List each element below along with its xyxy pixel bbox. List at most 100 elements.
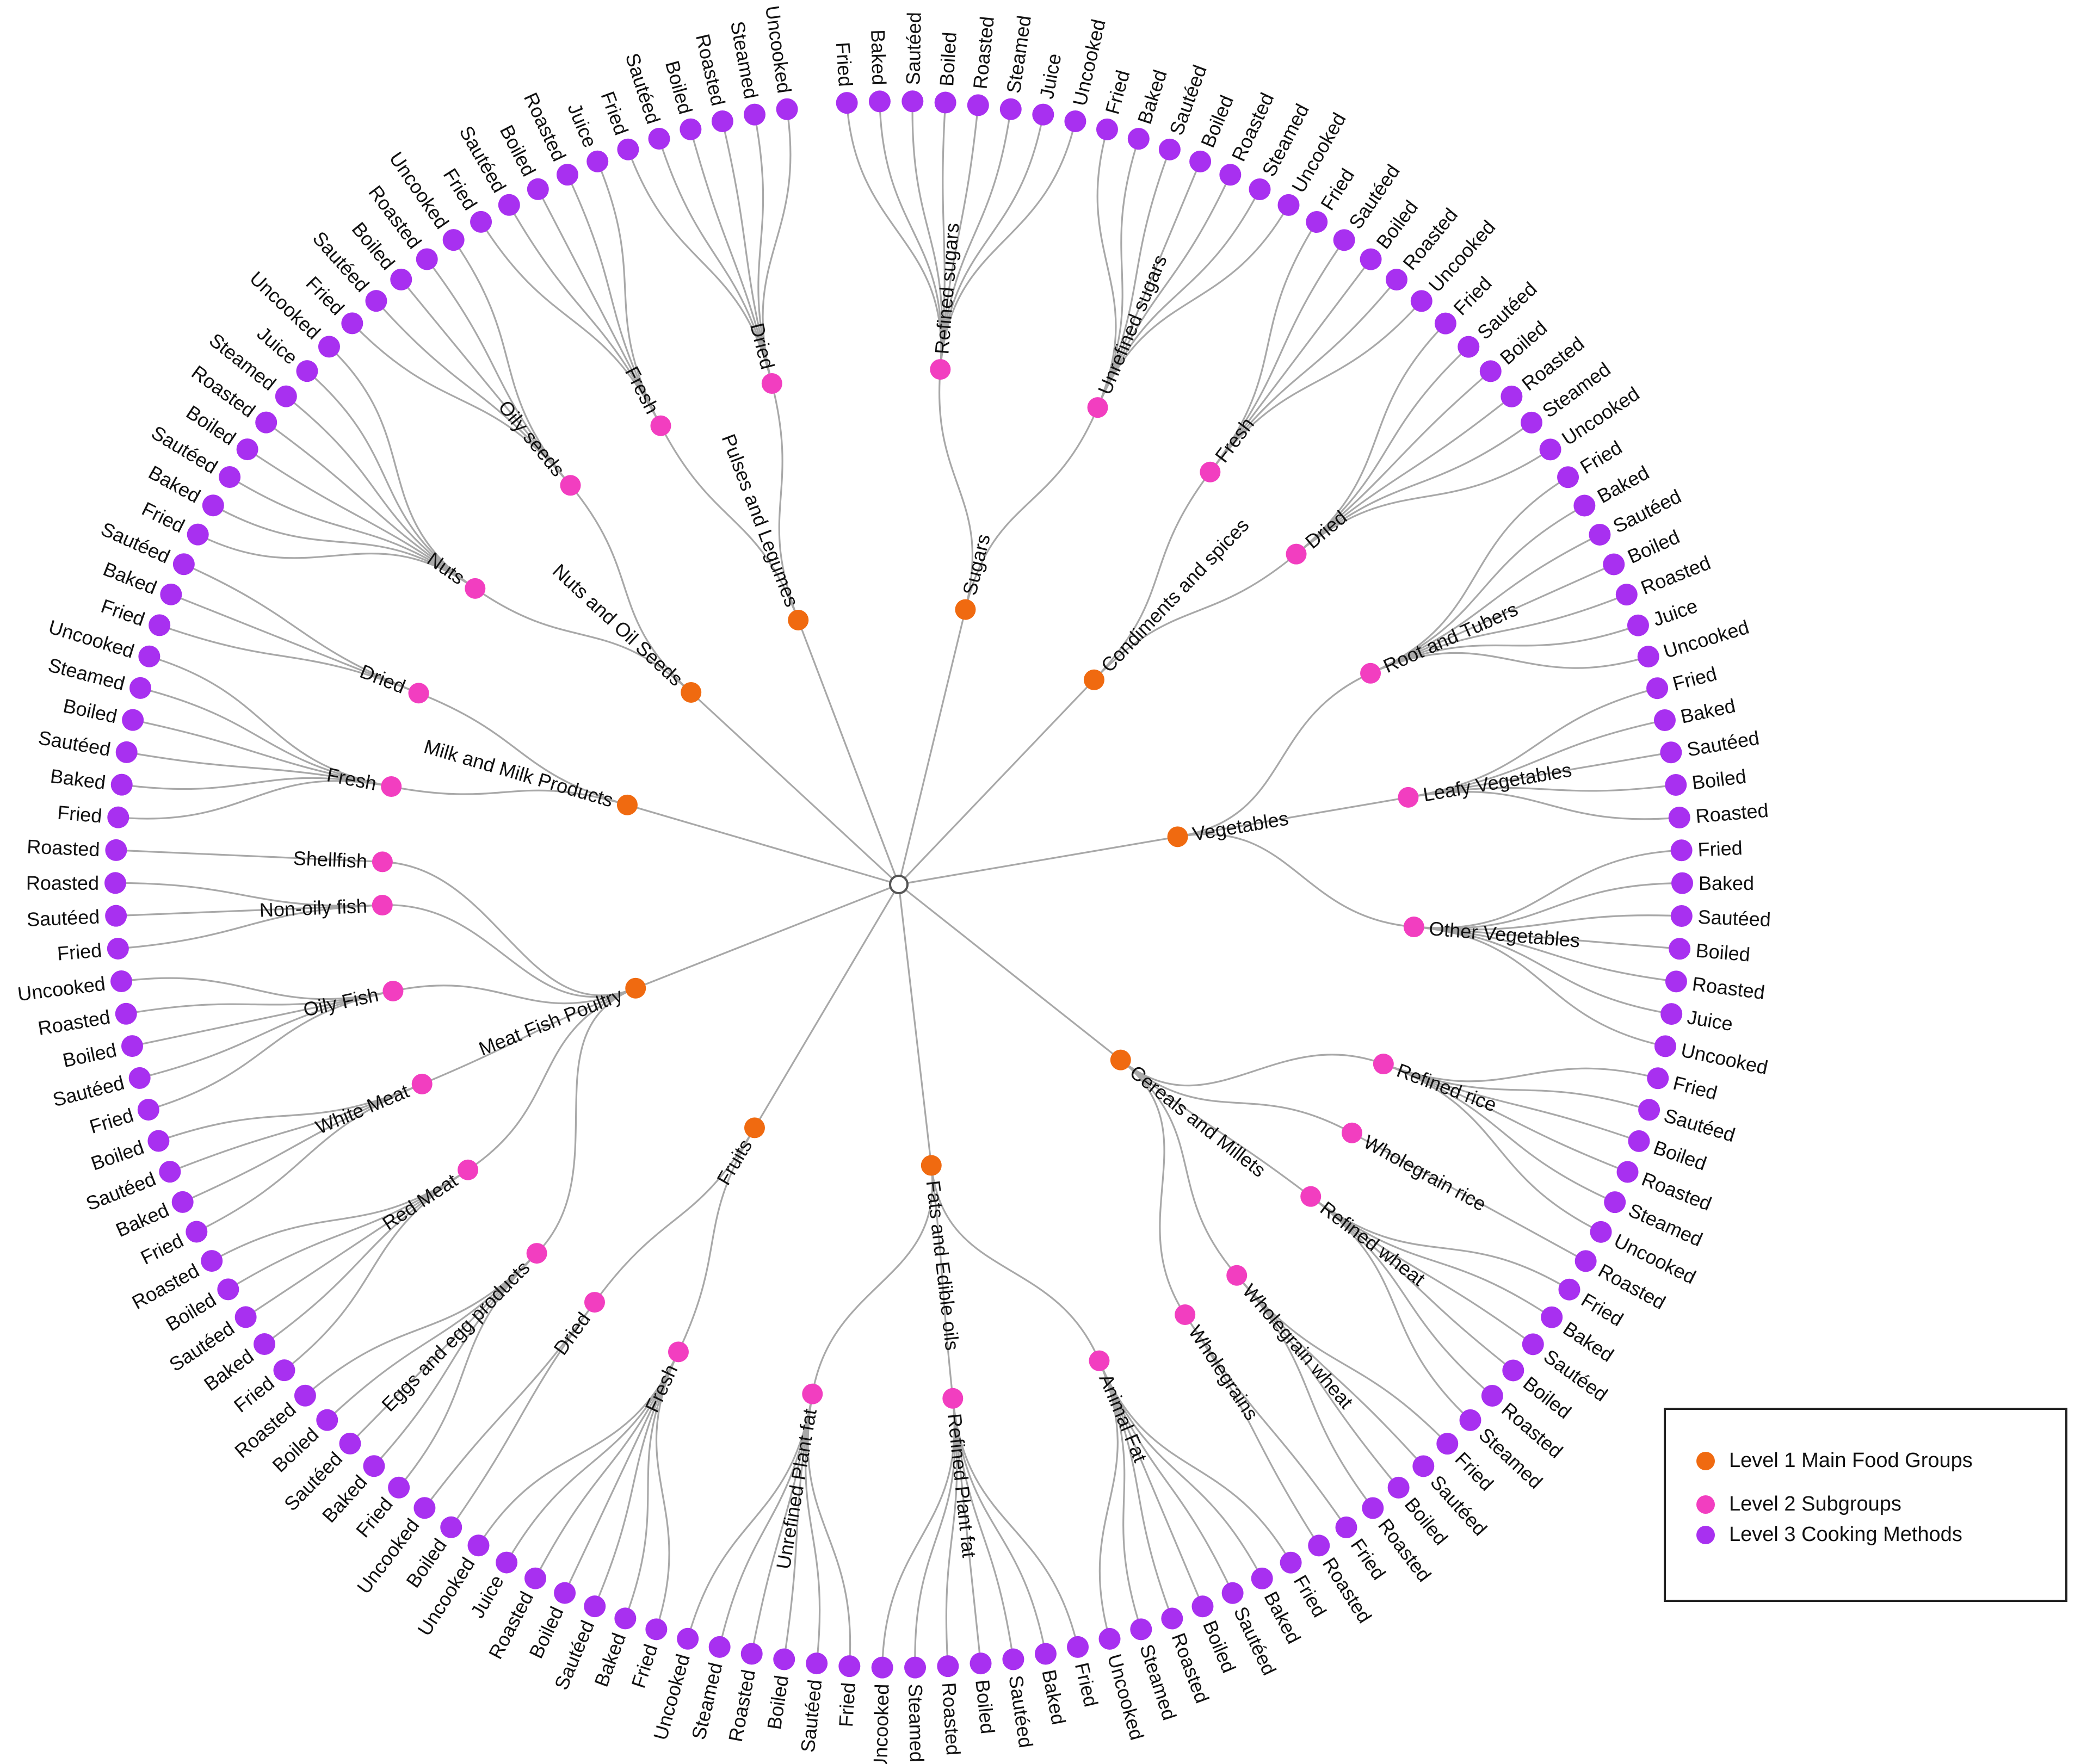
link-sugars-refined-sugars-baked — [879, 101, 943, 370]
level3-label-cereals-and-millets-refined-rice-boiled: Boiled — [1651, 1136, 1709, 1175]
level3-node-nuts-and-oil-seeds-nuts-roasted — [255, 411, 277, 434]
link-condiments-and-spices-dried-uncooked — [1295, 449, 1551, 555]
link-milk-and-milk-products-fresh-uncooked — [149, 655, 392, 788]
level3-node-pulses-and-legumes-fresh-fried — [470, 211, 492, 233]
level3-node-condiments-and-spices-dried-uncooked — [1539, 438, 1561, 461]
level3-node-sugars-unrefined-sugars-saut-ed — [1158, 138, 1181, 160]
level3-node-cereals-and-millets-wholegrains-roasted — [1308, 1534, 1330, 1557]
link-root-fats-and-edible-oils — [898, 884, 933, 1166]
level2-label-fats-and-edible-oils-refined-plant-fat: Refined Plant fat — [943, 1413, 981, 1559]
link-cereals-and-millets-refined-wheat-saut-ed — [1310, 1196, 1534, 1345]
level3-node-sugars-refined-sugars-fried — [836, 92, 858, 114]
level3-node-meat-fish-poultry-oily-fish-saut-ed — [128, 1067, 151, 1089]
level3-node-meat-fish-poultry-white-meat-fried — [186, 1221, 208, 1243]
level3-node-sugars-refined-sugars-uncooked — [1064, 110, 1086, 133]
link-root-meat-fish-poultry — [635, 883, 899, 989]
level3-node-vegetables-other-vegetables-juice — [1660, 1003, 1683, 1025]
level2-node-meat-fish-poultry-non-oily-fish — [372, 895, 393, 916]
link-milk-and-milk-products-dried-baked — [170, 593, 419, 694]
link-vegetables-leafy-vegetables — [1177, 796, 1409, 838]
level3-label-meat-fish-poultry-non-oily-fish-fried: Fried — [57, 939, 103, 965]
link-cereals-and-millets-wholegrains-fried — [1184, 1314, 1347, 1528]
level3-node-fats-and-edible-oils-refined-plant-fat-baked — [1034, 1643, 1057, 1665]
level1-node-condiments-and-spices — [1083, 669, 1104, 690]
link-fats-and-edible-oils-unrefined-plant-fat-boiled — [783, 1394, 813, 1660]
level3-label-vegetables-root-and-tubers-juice: Juice — [1650, 595, 1701, 630]
level3-label-vegetables-other-vegetables-boiled: Boiled — [1695, 939, 1751, 965]
link-meat-fish-poultry-non-oily-fish-fried — [118, 904, 382, 950]
level3-node-milk-and-milk-products-dried-saut-ed — [172, 553, 195, 575]
level3-node-vegetables-other-vegetables-boiled — [1669, 938, 1691, 960]
level3-node-cereals-and-millets-wholegrain-wheat-fried — [1436, 1433, 1459, 1455]
level2-label-milk-and-milk-products-fresh: Fresh — [325, 763, 378, 795]
link-fats-and-edible-oils-refined-plant-fat-saut-ed — [952, 1398, 1015, 1660]
link-vegetables-root-and-tubers-uncooked — [1370, 652, 1649, 674]
link-cereals-and-millets-refined-rice-boiled — [1383, 1063, 1640, 1142]
link-cereals-and-millets-wholegrain-wheat-fried — [1236, 1274, 1448, 1445]
link-meat-fish-poultry-shellfish-roasted — [116, 849, 382, 863]
level3-node-cereals-and-millets-refined-rice-fried — [1647, 1067, 1669, 1090]
link-nuts-and-oil-seeds-oily-seeds-roasted — [426, 258, 571, 486]
link-vegetables-other-vegetables — [1177, 833, 1414, 928]
level3-node-vegetables-leafy-vegetables-roasted — [1668, 807, 1690, 829]
level3-label-pulses-and-legumes-dried-steamed: Steamed — [726, 20, 763, 101]
link-meat-fish-poultry-oily-fish-roasted — [126, 990, 393, 1015]
level3-node-cereals-and-millets-wholegrain-rice-roasted — [1574, 1250, 1597, 1272]
link-fats-and-edible-oils-unrefined-plant-fat-fried — [807, 1394, 851, 1667]
level3-node-sugars-unrefined-sugars-roasted — [1219, 164, 1242, 186]
link-pulses-and-legumes-dried-uncooked — [762, 109, 792, 384]
level2-label-cereals-and-millets-wholegrain-rice: Wholegrain rice — [1360, 1130, 1490, 1215]
level3-label-sugars-refined-sugars-roasted: Roasted — [969, 15, 998, 90]
level3-node-vegetables-root-and-tubers-fried — [1557, 466, 1579, 488]
level3-node-pulses-and-legumes-dried-boiled — [680, 118, 702, 140]
level3-label-vegetables-other-vegetables-saut-ed: Sautéed — [1697, 906, 1771, 931]
level2-node-meat-fish-poultry-oily-fish — [382, 980, 404, 1001]
level2-label-milk-and-milk-products-dried: Dried — [357, 660, 409, 698]
level3-node-vegetables-other-vegetables-uncooked — [1654, 1035, 1676, 1057]
level3-node-meat-fish-poultry-red-meat-boiled — [217, 1278, 239, 1301]
link-cereals-and-millets-refined-rice-saut-ed — [1383, 1063, 1650, 1111]
level2-node-cereals-and-millets-refined-wheat — [1300, 1186, 1322, 1207]
level3-label-meat-fish-poultry-shellfish-roasted: Roasted — [27, 835, 101, 861]
link-cereals-and-millets-refined-rice-roasted — [1383, 1063, 1628, 1173]
level3-label-cereals-and-millets-refined-rice-saut-ed: Sautéed — [1662, 1104, 1738, 1146]
link-sugars-refined-sugars-fried — [846, 103, 942, 370]
level3-node-vegetables-leafy-vegetables-baked — [1653, 709, 1676, 731]
level3-node-milk-and-milk-products-fresh-baked — [110, 773, 133, 796]
level3-label-nuts-and-oil-seeds-nuts-fried: Fried — [138, 497, 188, 537]
level2-label-meat-fish-poultry-non-oily-fish: Non-oily fish — [259, 895, 368, 921]
level3-node-fats-and-edible-oils-animal-fat-saut-ed — [1221, 1582, 1244, 1604]
level2-node-condiments-and-spices-fresh — [1200, 461, 1221, 482]
link-nuts-and-oil-seeds-nuts-baked — [213, 504, 476, 590]
link-sugars-unrefined-sugars-uncooked — [1097, 205, 1289, 408]
link-meat-fish-poultry-red-meat-baked — [264, 1169, 468, 1345]
level3-node-vegetables-root-and-tubers-boiled — [1603, 553, 1625, 575]
legend-swatch-level1 — [1696, 1451, 1715, 1470]
level3-node-pulses-and-legumes-dried-steamed — [744, 103, 766, 126]
link-fruits-fresh-baked — [624, 1351, 680, 1619]
legend-swatch-level3 — [1696, 1525, 1715, 1544]
link-fruits-dried-uncooked — [424, 1302, 596, 1509]
level3-node-vegetables-other-vegetables-saut-ed — [1670, 905, 1693, 927]
level3-label-milk-and-milk-products-fresh-steamed: Steamed — [46, 653, 127, 695]
level2-label-sugars-unrefined-sugars: Unrefined sugars — [1093, 251, 1171, 398]
level3-node-fats-and-edible-oils-refined-plant-fat-roasted — [937, 1655, 959, 1678]
link-meat-fish-poultry-eggs-and-egg-products-saut-ed — [349, 1252, 538, 1444]
link-root-cereals-and-millets — [898, 883, 1121, 1061]
level3-node-pulses-and-legumes-fresh-saut-ed — [498, 194, 520, 216]
level3-node-fats-and-edible-oils-animal-fat-steamed — [1130, 1618, 1152, 1641]
level3-label-pulses-and-legumes-dried-fried: Fried — [596, 89, 633, 138]
link-vegetables-other-vegetables-fried — [1413, 849, 1682, 929]
link-cereals-and-millets-wholegrains-roasted — [1184, 1314, 1320, 1546]
level2-node-sugars-refined-sugars — [930, 359, 951, 380]
link-pulses-and-legumes-fresh-juice — [596, 161, 662, 426]
level3-node-meat-fish-poultry-non-oily-fish-fried — [107, 937, 129, 960]
link-fruits-fresh-roasted — [534, 1351, 680, 1579]
level3-node-sugars-refined-sugars-boiled — [934, 91, 956, 114]
level3-node-condiments-and-spices-fresh-uncooked — [1410, 290, 1433, 312]
link-sugars-refined-sugars-uncooked — [939, 121, 1076, 370]
level3-label-pulses-and-legumes-dried-boiled: Boiled — [661, 58, 697, 116]
legend-item-level2: Level 2 Subgroups — [1696, 1493, 1901, 1516]
level2-node-milk-and-milk-products-fresh — [381, 776, 402, 797]
level2-node-meat-fish-poultry-red-meat — [458, 1159, 479, 1180]
